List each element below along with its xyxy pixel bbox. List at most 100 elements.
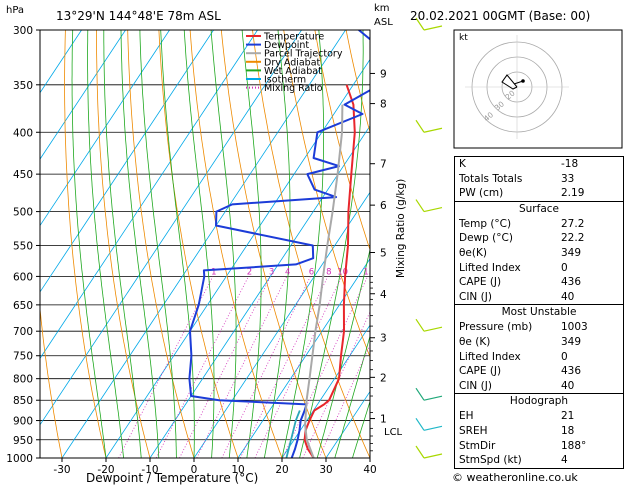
mixing-ratio-line (239, 276, 329, 458)
pressure-tick-label: 550 (13, 240, 33, 252)
pressure-tick-label: 350 (13, 80, 33, 92)
index-key: Temp (°C) (459, 217, 512, 230)
index-key: K (459, 158, 466, 170)
index-value: 40 (561, 290, 575, 303)
index-key: Pressure (mb) (459, 321, 533, 334)
pressure-tick-label: 950 (13, 435, 33, 447)
location-title: 13°29'N 144°48'E 78m ASL (56, 9, 221, 23)
lcl-label: LCL (384, 427, 403, 438)
index-value: 2.19 (561, 187, 585, 200)
wet-adiabat (352, 400, 370, 458)
wet-bulb-line (285, 410, 301, 458)
index-key: θe (K) (459, 335, 491, 348)
mixing-ratio-line (254, 276, 343, 458)
dry-adiabat (40, 304, 63, 458)
hodograph-units: kt (459, 33, 468, 43)
index-row: K -18 (455, 157, 623, 172)
wind-barb-flag (415, 119, 425, 133)
mixing-ratio-line (155, 276, 249, 458)
index-row: Lifted Index 0 (455, 350, 623, 365)
index-key: Lifted Index (459, 350, 521, 363)
index-row: EH 21 (455, 409, 623, 424)
wet-adiabat (210, 30, 237, 458)
pressure-tick-label: 600 (13, 271, 33, 283)
index-key: θe(K) (459, 246, 487, 259)
wind-barb (423, 453, 443, 459)
pressure-tick-label: 900 (13, 416, 33, 428)
pressure-tick-label: 800 (13, 374, 33, 386)
isotherm-line (149, 125, 370, 458)
mixing-ratio-label: 2 (247, 267, 252, 277)
temp-tick-label: 40 (363, 464, 376, 476)
index-value: 33 (561, 172, 575, 185)
pressure-tick-label: 700 (13, 326, 33, 338)
wind-barb (423, 25, 443, 31)
temp-tick-label: -10 (141, 464, 158, 476)
temp-tick-label: -30 (53, 464, 70, 476)
mixing-ratio-line (221, 276, 311, 458)
footer-credit: © weatheronline.co.uk (452, 471, 578, 484)
index-value: 40 (561, 379, 575, 392)
index-row: Lifted Index 0 (455, 261, 623, 276)
pressure-tick-label: 1000 (6, 453, 33, 465)
km-label: km (374, 3, 390, 14)
index-row: PW (cm) 2.19 (455, 186, 623, 201)
mixing-ratio-label: 1 (211, 267, 216, 277)
index-row: StmSpd (kt) 4 (455, 453, 623, 468)
wind-barb (423, 207, 443, 213)
index-row: θe(K) 349 (455, 246, 623, 261)
mixing-ratio-label: 10 (337, 267, 348, 277)
km-tick-label: 5 (380, 248, 387, 260)
index-row: StmDir 188° (455, 439, 623, 454)
temp-tick-label: 20 (275, 464, 288, 476)
wind-barb (423, 395, 443, 401)
wind-barb-flag (415, 17, 425, 31)
index-value: 22.2 (561, 232, 585, 245)
wet-adiabat (299, 30, 364, 458)
isotherm-line (61, 30, 346, 458)
km-tick-label: 3 (380, 333, 387, 345)
index-key: Dewp (°C) (459, 232, 513, 245)
dry-adiabat (283, 30, 370, 358)
legend-label: Dewpoint (264, 40, 309, 51)
pressure-tick-label: 400 (13, 127, 33, 139)
hodograph-trace (501, 74, 518, 90)
index-row: Dewp (°C) 22.2 (455, 231, 623, 246)
wet-adiabat (139, 30, 177, 458)
km-tick-label: 9 (380, 68, 387, 80)
km-tick-label: 7 (380, 159, 387, 171)
dry-adiabat (127, 30, 195, 458)
mixing-ratio-line (282, 276, 368, 458)
legend-label: Wet Adiabat (264, 66, 322, 77)
asl-label: ASL (374, 17, 393, 28)
mixing-ratio-label: 15 (363, 267, 374, 277)
legend-label: Mixing Ratio (264, 83, 323, 94)
wind-barb (423, 425, 443, 431)
mixing-ratio-line (179, 276, 271, 458)
index-value: 349 (561, 246, 582, 259)
wind-barb (423, 326, 443, 332)
wet-adiabat (264, 30, 291, 458)
surface-section: Surface Temp (°C) 27.2 Dewp (°C) 22.2 θe(K) 3… (455, 200, 623, 305)
index-key: SREH (459, 424, 488, 437)
index-value: 4 (561, 454, 568, 467)
dry-adiabat (252, 30, 370, 458)
index-key: StmSpd (kt) (459, 454, 522, 467)
index-row: CIN (J) 40 (455, 379, 623, 394)
wet-adiabat (160, 30, 195, 458)
isotherm-line (40, 30, 258, 360)
mixing-ratio-line (196, 276, 288, 458)
dry-adiabat (64, 30, 107, 458)
pressure-tick-label: 450 (13, 169, 33, 181)
index-key: CIN (J) (459, 290, 492, 303)
pressure-tick-label: 850 (13, 395, 33, 407)
temp-tick-label: 0 (191, 464, 198, 476)
mixing-ratio-label: 8 (326, 267, 331, 277)
wet-adiabat (334, 334, 370, 458)
wet-adiabat (120, 30, 160, 458)
hodograph-frame (453, 29, 623, 149)
index-value: 349 (561, 335, 582, 348)
index-key: Totals Totals (459, 172, 523, 185)
index-value: -18 (561, 158, 579, 170)
